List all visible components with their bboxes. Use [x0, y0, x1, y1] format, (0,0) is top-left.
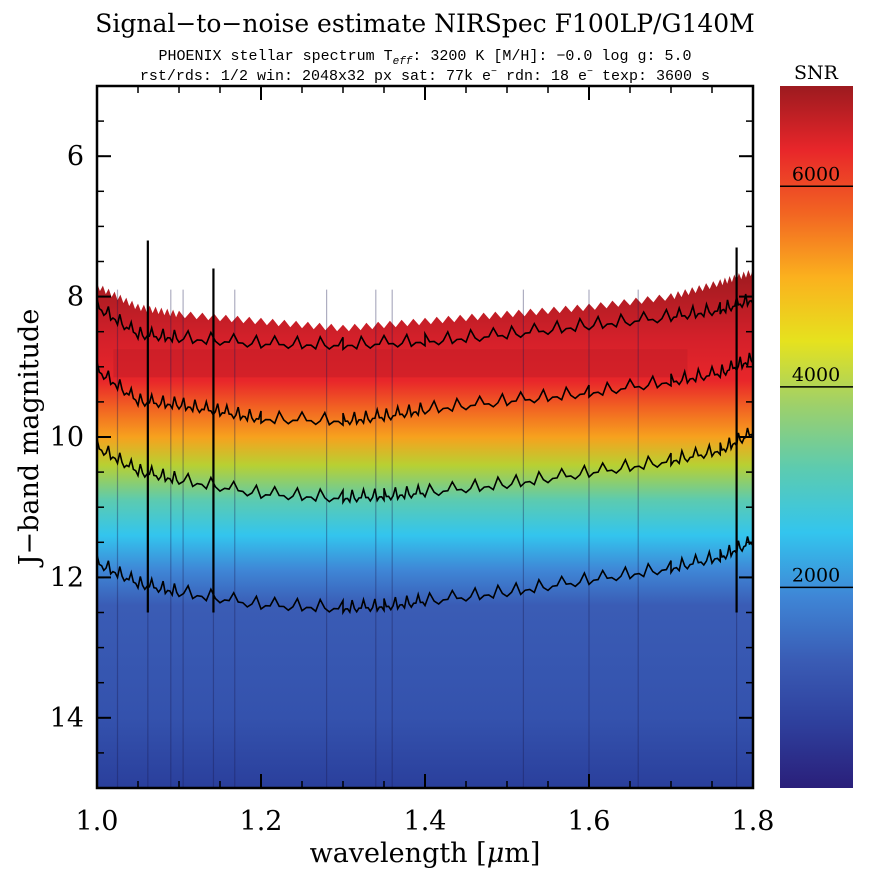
- contour-snr-2000: [97, 536, 753, 616]
- x-axis-label-unit: m]: [504, 838, 540, 869]
- chart-subtitle-2: rst/rds: 1/2 win: 2048x32 px sat: 77k e−…: [140, 67, 710, 85]
- colorbar-tick-label: 6000: [792, 163, 840, 185]
- y-axis: 6 8 10 12 14: [50, 85, 753, 789]
- colorbar: [780, 86, 853, 788]
- superscript-1: −: [491, 67, 497, 78]
- x-axis: 1.0 1.2 1.4 1.6 1.8: [76, 86, 775, 837]
- contour-lines: [97, 293, 753, 616]
- chart-subtitle-1: PHOENIX stellar spectrum Teff: 3200 K [M…: [159, 48, 692, 68]
- x-axis-label-text: wavelength [: [310, 838, 487, 869]
- contour-snr-6000: [97, 293, 753, 351]
- y-tick-label: 6: [67, 141, 84, 172]
- plot-area: [97, 86, 753, 788]
- teff-subscript: eff: [393, 56, 413, 68]
- colorbar-label: SNR: [794, 62, 839, 84]
- subtitle-2-part3: texp: 3600 s: [593, 68, 710, 85]
- ripple-band: [113, 349, 688, 378]
- y-tick-label: 12: [50, 562, 84, 593]
- superscript-2: −: [587, 67, 593, 78]
- x-axis-label: wavelength [μm]: [310, 838, 541, 869]
- y-tick-label: 8: [67, 282, 84, 313]
- x-tick-label: 1.2: [240, 806, 283, 837]
- ripple-band-fill: [113, 349, 688, 378]
- contour-snr-4000: [97, 352, 753, 427]
- colorbar-ticks: 2000 4000 6000: [780, 163, 853, 589]
- chart-title: Signal−to−noise estimate NIRSpec F100LP/…: [95, 9, 755, 38]
- subtitle-1-prefix: PHOENIX stellar spectrum T: [159, 48, 393, 65]
- x-axis-label-mu: μ: [487, 838, 505, 869]
- x-tick-label: 1.4: [404, 806, 447, 837]
- subtitle-1-suffix: : 3200 K [M/H]: −0.0 log g: 5.0: [412, 48, 691, 65]
- subtitle-2-part2: rdn: 18 e: [497, 68, 587, 85]
- contour-snr-3000: [97, 427, 753, 506]
- subtitle-2-part1: rst/rds: 1/2 win: 2048x32 px sat: 77k e: [140, 68, 491, 85]
- x-tick-label: 1.0: [76, 806, 119, 837]
- y-tick-label: 14: [50, 703, 84, 734]
- x-tick-label: 1.8: [732, 806, 775, 837]
- colorbar-tick-label: 4000: [792, 364, 840, 386]
- colorbar-tick-label: 2000: [792, 564, 840, 586]
- x-tick-label: 1.6: [568, 806, 611, 837]
- y-tick-label: 10: [50, 422, 84, 453]
- y-axis-label: J−band magnitude: [14, 309, 45, 569]
- heatmap-body: [97, 268, 753, 788]
- absorption-features: [116, 240, 738, 788]
